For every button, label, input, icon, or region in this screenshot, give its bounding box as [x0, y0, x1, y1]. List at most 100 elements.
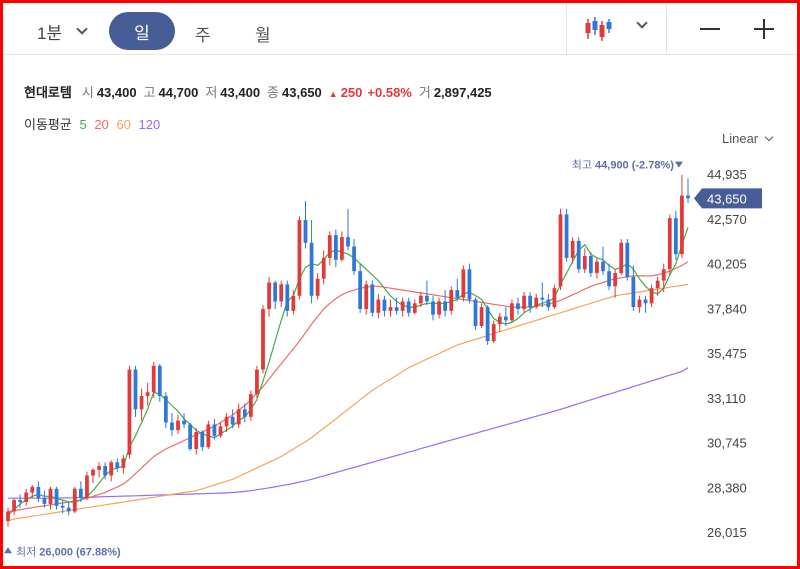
candle-body — [673, 218, 678, 255]
candle — [461, 265, 466, 302]
candle — [406, 297, 411, 317]
candle — [437, 297, 441, 319]
ma60-line — [7, 283, 689, 522]
candle-body — [491, 324, 496, 342]
candle-body — [406, 301, 411, 313]
candle-body — [24, 492, 29, 503]
candle — [352, 238, 356, 275]
volume-label: 거 — [418, 85, 431, 100]
candle — [85, 471, 89, 501]
candle — [588, 252, 593, 277]
price-tick-label: 37,840 — [707, 301, 747, 316]
candle-body — [346, 237, 350, 247]
candle-body — [400, 301, 405, 311]
candle — [279, 280, 284, 308]
candle-body — [261, 309, 265, 370]
candle — [358, 263, 363, 313]
candle-body — [303, 220, 308, 243]
candle — [625, 238, 630, 281]
candle-body — [182, 420, 186, 425]
candle — [643, 295, 648, 313]
candle-body — [109, 462, 114, 476]
candle-body — [309, 242, 314, 296]
ma-5-label: 5 — [79, 117, 87, 132]
candle-body — [631, 276, 636, 308]
candle — [163, 392, 168, 429]
candle — [91, 467, 95, 484]
zoom-out-icon[interactable] — [700, 28, 720, 30]
price-tick-label: 44,935 — [707, 167, 747, 182]
candle — [66, 502, 71, 516]
candle — [48, 486, 53, 510]
candle — [218, 422, 223, 438]
candle — [673, 210, 678, 260]
candle — [582, 248, 587, 274]
candle — [382, 295, 387, 317]
candle-body — [595, 261, 599, 274]
high-annotation: 최고 44,900 (-2.78%) — [572, 159, 675, 172]
tab-daily-label: 일 — [134, 23, 150, 43]
candle — [200, 430, 205, 451]
candle-body — [625, 242, 630, 277]
candle-body — [588, 256, 593, 274]
candle — [24, 488, 29, 506]
candle-body — [91, 469, 95, 476]
candle-body — [267, 282, 271, 310]
candle — [473, 297, 478, 330]
candle — [680, 174, 684, 258]
interval-selector[interactable]: 1분 — [37, 19, 88, 44]
candle-body — [242, 409, 247, 417]
candle — [18, 494, 23, 508]
candle — [425, 280, 429, 306]
candle — [315, 273, 320, 300]
tab-daily[interactable]: 일 — [109, 12, 175, 50]
candle-body — [279, 284, 284, 302]
tab-weekly[interactable]: 주 — [195, 21, 211, 46]
candle — [327, 231, 332, 266]
close-value: 43,650 — [282, 85, 322, 100]
scale-selector-label: Linear — [722, 131, 759, 146]
quote-summary: 현대로템 시 43,400 고 44,700 저 43,400 종 43,650… — [24, 82, 499, 101]
candle — [546, 293, 551, 311]
candle — [613, 269, 618, 298]
candle — [376, 293, 381, 319]
chart-type-candle-icon[interactable] — [584, 15, 612, 43]
candle-body — [510, 303, 514, 321]
scale-selector[interactable]: Linear — [722, 131, 774, 146]
candle-body — [200, 431, 205, 448]
candle — [570, 237, 575, 264]
candle-body — [449, 290, 454, 311]
moving-average-legend[interactable]: 이동평균 5 20 60 120 — [24, 114, 164, 133]
candle-body — [236, 409, 241, 425]
candle-body — [54, 488, 59, 506]
candle — [248, 390, 253, 421]
candle-body — [497, 316, 502, 325]
candle — [388, 299, 393, 317]
price-tick-label: 30,745 — [707, 436, 747, 451]
candle-body — [485, 307, 490, 342]
high-label: 고 — [143, 85, 156, 100]
candle-body — [503, 316, 508, 321]
candle — [619, 238, 624, 275]
candle — [303, 201, 308, 249]
ma120-line — [8, 367, 689, 499]
candle-body — [206, 424, 211, 448]
candle-body — [133, 369, 138, 410]
candle-body — [139, 396, 144, 410]
candle-body — [376, 299, 381, 313]
candle — [516, 297, 520, 315]
candle-body — [340, 237, 344, 260]
tab-monthly[interactable]: 월 — [255, 21, 271, 46]
candle-body — [576, 240, 581, 270]
candle-body — [327, 235, 332, 258]
candle-body — [370, 284, 375, 313]
candle-body — [230, 416, 235, 425]
candle-body — [78, 488, 83, 499]
candle-body — [145, 392, 150, 397]
candle-body — [601, 261, 605, 272]
price-axis: 44,935 42,570 40,205 37,840 35,475 33,110 30,7… — [707, 167, 747, 540]
candle — [273, 280, 278, 310]
candle-body — [36, 486, 41, 499]
chart-toolbar: 1분 일 주 월 — [3, 3, 797, 55]
